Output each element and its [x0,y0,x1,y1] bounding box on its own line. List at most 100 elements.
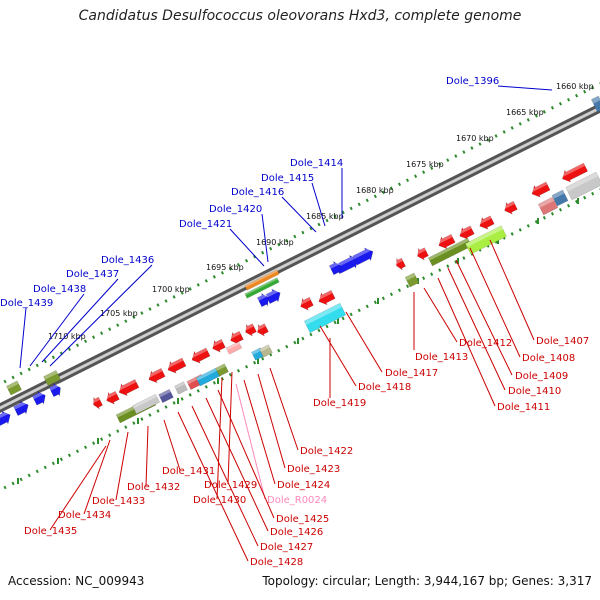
reverse-gene-arrow [502,200,518,215]
gene-label-dole-1410: Dole_1410 [508,386,561,397]
gene-shape [230,330,244,345]
leader-line [469,247,521,358]
gene-shape [48,382,61,398]
gene-label-dole-1422: Dole_1422 [300,446,353,457]
gene-highlight [0,410,10,420]
gene-label-dole-1436: Dole_1436 [101,255,154,266]
forward-gene-arrow [32,390,46,406]
backbone-inner [0,106,600,410]
leader-line [319,325,357,387]
reverse-gene-arrow [394,257,406,271]
feature-box-green [244,277,280,299]
gene-highlight [243,323,254,331]
gene-shape [328,260,341,276]
feature-shape [244,269,280,291]
gene-highlight [352,247,373,259]
gene-highlight [13,400,28,410]
gene-label-dole-r0024: Dole_R0024 [267,495,327,506]
scale-label: 1665 kbp [506,108,544,117]
gene-label-dole-1407: Dole_1407 [536,336,589,347]
reverse-gene-arrow [243,323,257,337]
scale-label: 1710 kbp [48,332,86,341]
leader-line [281,196,317,233]
scale-label: 1660 kbp [556,82,594,91]
gene-highlight [257,293,268,301]
gene-highlight [560,163,585,178]
reverse-gene-arrow [104,390,120,405]
gene-shape [93,396,103,410]
scale-label: 1695 kbp [206,263,244,272]
leader-line [19,307,27,369]
feature-box-cyan [195,367,221,387]
feature-highlight [158,389,171,398]
forward-gene-arrow [256,292,269,308]
feature-box-khaki [259,344,273,358]
accession-text: Accession: NC_009943 [8,574,145,588]
feature-box-cyan [303,302,347,334]
feature-box-pink [225,341,243,355]
gene-label-dole-1411: Dole_1411 [497,402,550,413]
gene-highlight [165,357,184,369]
reverse-gene-arrow [316,290,336,306]
gene-shape [167,357,187,374]
reverse-gene-arrow [165,357,187,374]
feature-shape [215,363,229,377]
feature-shape [537,196,559,216]
leader-line [269,367,299,451]
gene-shape [562,162,588,183]
leader-line [191,405,259,547]
gene-highlight [255,323,266,331]
gene-shape [212,338,226,353]
gene-shape [352,247,374,266]
leader-line [41,278,119,363]
gene-label-dole-1417: Dole_1417 [385,368,438,379]
gene-highlight [457,225,472,235]
feature-highlight [259,344,270,352]
gene-highlight [104,391,117,400]
scale-label: 1705 kbp [100,309,138,318]
gene-label-dole-1430: Dole_1430 [193,495,246,506]
scale-label: 1680 kbp [356,186,394,195]
feature-shape [158,388,174,404]
forward-gene-arrow [0,410,11,426]
feature-box-olive [404,272,420,288]
gene-highlight [316,290,333,301]
gene-shape [118,379,140,397]
leader-line [257,373,286,469]
leader-line [49,264,153,367]
gene-highlight [502,201,515,210]
gene-shape [148,368,166,384]
feature-shape [6,380,22,396]
gene-highlight [32,390,45,400]
map-title: Candidatus Desulfococcus oleovorans Hxd3… [78,8,522,24]
forward-gene-arrow [13,400,29,416]
gene-highlight [329,261,340,269]
leader-line [243,379,276,485]
gene-highlight [335,254,358,268]
feature-highlight [538,197,555,208]
leader-line [489,239,535,341]
feature-shape [465,225,507,255]
reverse-gene-arrow [189,347,211,364]
feature-shape [551,189,569,207]
reverse-gene-arrow [146,368,166,384]
gene-shape [191,347,211,364]
forward-gene-arrow [48,382,61,398]
feature-highlight [551,189,565,199]
feature-highlight [251,347,262,355]
gene-highlight [49,383,60,391]
gene-highlight [298,297,311,306]
leader-line [447,267,506,391]
leader-line [235,383,266,500]
gene-label-dole-1432: Dole_1432 [127,482,180,493]
feature-highlight [132,394,157,409]
summary-text: Topology: circular; Length: 3,944,167 bp… [262,574,592,588]
feature-highlight [244,277,278,296]
feature-highlight [43,370,58,380]
gene-shape [256,292,269,308]
forward-gene-arrow [352,247,374,266]
gene-shape [300,296,314,311]
gene-label-dole-1434: Dole_1434 [58,510,111,521]
feature-box-steel [590,95,600,113]
